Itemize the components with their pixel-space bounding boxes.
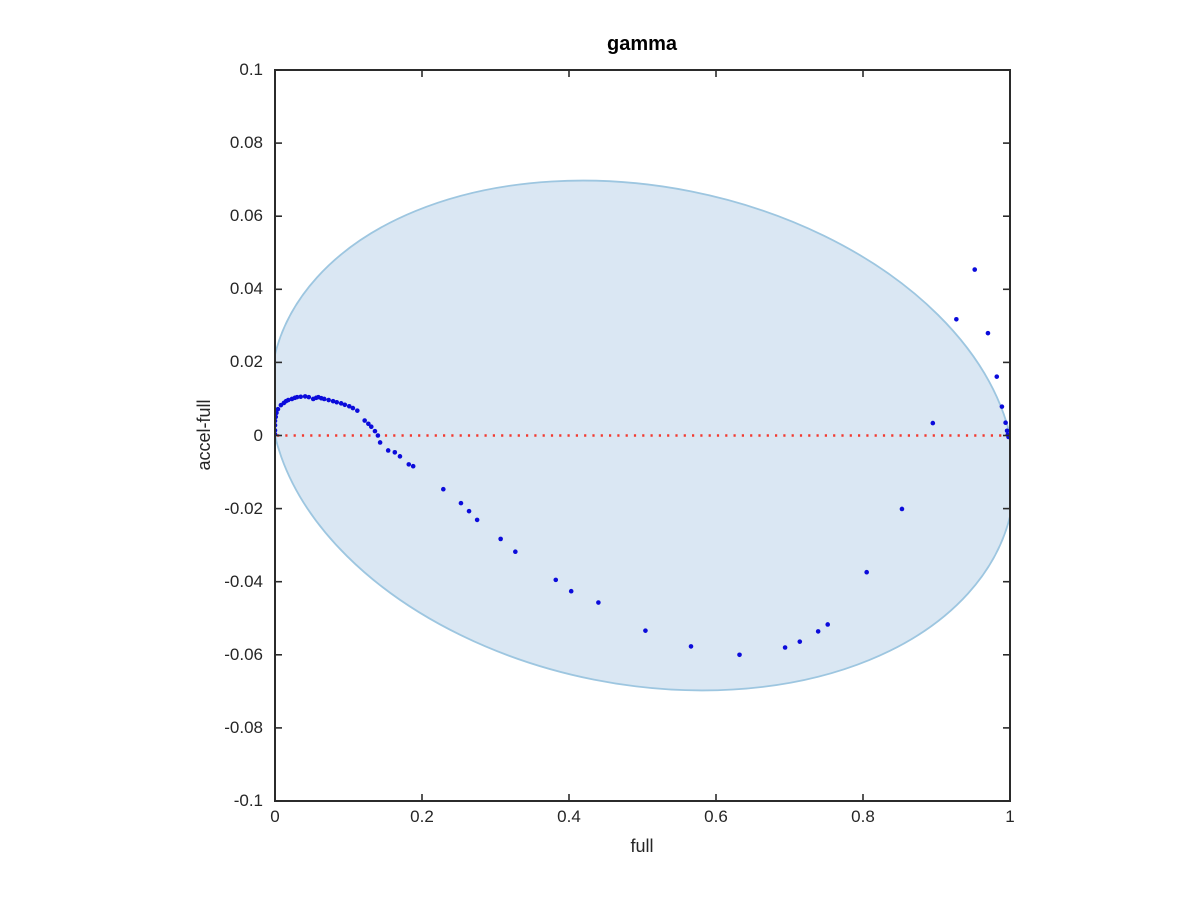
scatter-point	[397, 454, 403, 459]
x-tick-label: 0.4	[557, 807, 581, 826]
scatter-point	[899, 506, 905, 512]
y-tick-label: 0.06	[229, 206, 263, 226]
scatter-point	[346, 403, 352, 409]
scatter-point	[688, 644, 694, 649]
y-tick-label: -0.1	[233, 791, 263, 810]
scatter-point	[326, 397, 331, 403]
y-tick-label: -0.04	[224, 571, 263, 591]
scatter-point	[1004, 428, 1010, 434]
scatter-point	[392, 450, 398, 455]
scatter-point	[737, 652, 742, 658]
scatter-point	[466, 508, 472, 514]
scatter-point	[330, 398, 336, 404]
y-tick-label: 0.02	[229, 352, 263, 372]
scatter-point	[385, 448, 391, 453]
scatter-point	[815, 629, 821, 634]
scatter-point	[306, 394, 312, 400]
scatter-point	[406, 462, 412, 467]
scatter-point	[513, 549, 518, 555]
scatter-point	[782, 645, 788, 650]
scatter-point	[372, 428, 378, 434]
scatter-point	[972, 267, 978, 272]
x-tick-label: 0.2	[410, 807, 434, 826]
scatter-point	[999, 404, 1005, 409]
scatter-point	[410, 463, 416, 469]
x-axis-label: full	[630, 836, 654, 856]
scatter-point	[350, 405, 356, 411]
scatter-point	[375, 433, 381, 438]
scatter-point	[985, 330, 991, 336]
scatter-point	[643, 628, 648, 633]
scatter-point	[994, 374, 1000, 379]
y-tick-label: 0	[253, 425, 263, 445]
y-tick-label: -0.02	[224, 498, 263, 518]
scatter-point	[474, 517, 480, 523]
scatter-point	[275, 406, 281, 412]
scatter-point	[321, 396, 327, 402]
scatter-point	[298, 394, 304, 400]
scatter-point	[553, 577, 559, 583]
scatter-point	[825, 622, 831, 627]
x-tick-label: 1	[1005, 807, 1015, 826]
scatter-point	[302, 394, 308, 399]
scatter-point	[334, 399, 340, 405]
x-tick-label: 0.6	[704, 807, 728, 826]
scatter-point	[294, 394, 300, 400]
scatter-point	[377, 440, 383, 445]
chart-title: gamma	[606, 33, 678, 55]
scatter-point	[954, 316, 959, 322]
scatter-point	[568, 588, 574, 594]
scatter-point	[1003, 420, 1008, 426]
scatter-point	[366, 421, 371, 427]
y-tick-label: 0.1	[239, 60, 263, 79]
scatter-point	[441, 486, 446, 492]
scatter-point	[458, 500, 464, 506]
scatter-point	[930, 420, 936, 426]
y-tick-label: -0.06	[224, 644, 263, 664]
scatter-point	[338, 401, 344, 406]
scatter-point	[368, 424, 374, 430]
scatter-point	[362, 418, 367, 423]
axes-box-layer	[274, 69, 1011, 802]
scatter-layer	[275, 267, 1010, 658]
y-tick-label: -0.08	[224, 717, 263, 737]
y-tick-label: 0.08	[229, 133, 263, 153]
scatter-point	[342, 402, 348, 408]
y-tick-label: 0.04	[229, 279, 263, 299]
x-tick-label: 0	[270, 807, 280, 826]
scatter-point	[285, 397, 291, 403]
scatter-point	[355, 408, 360, 413]
scatter-point	[797, 639, 803, 644]
scatter-point	[864, 569, 869, 575]
scatter-point	[596, 600, 601, 605]
x-tick-label: 0.8	[851, 807, 875, 826]
scatter-point	[498, 536, 503, 542]
